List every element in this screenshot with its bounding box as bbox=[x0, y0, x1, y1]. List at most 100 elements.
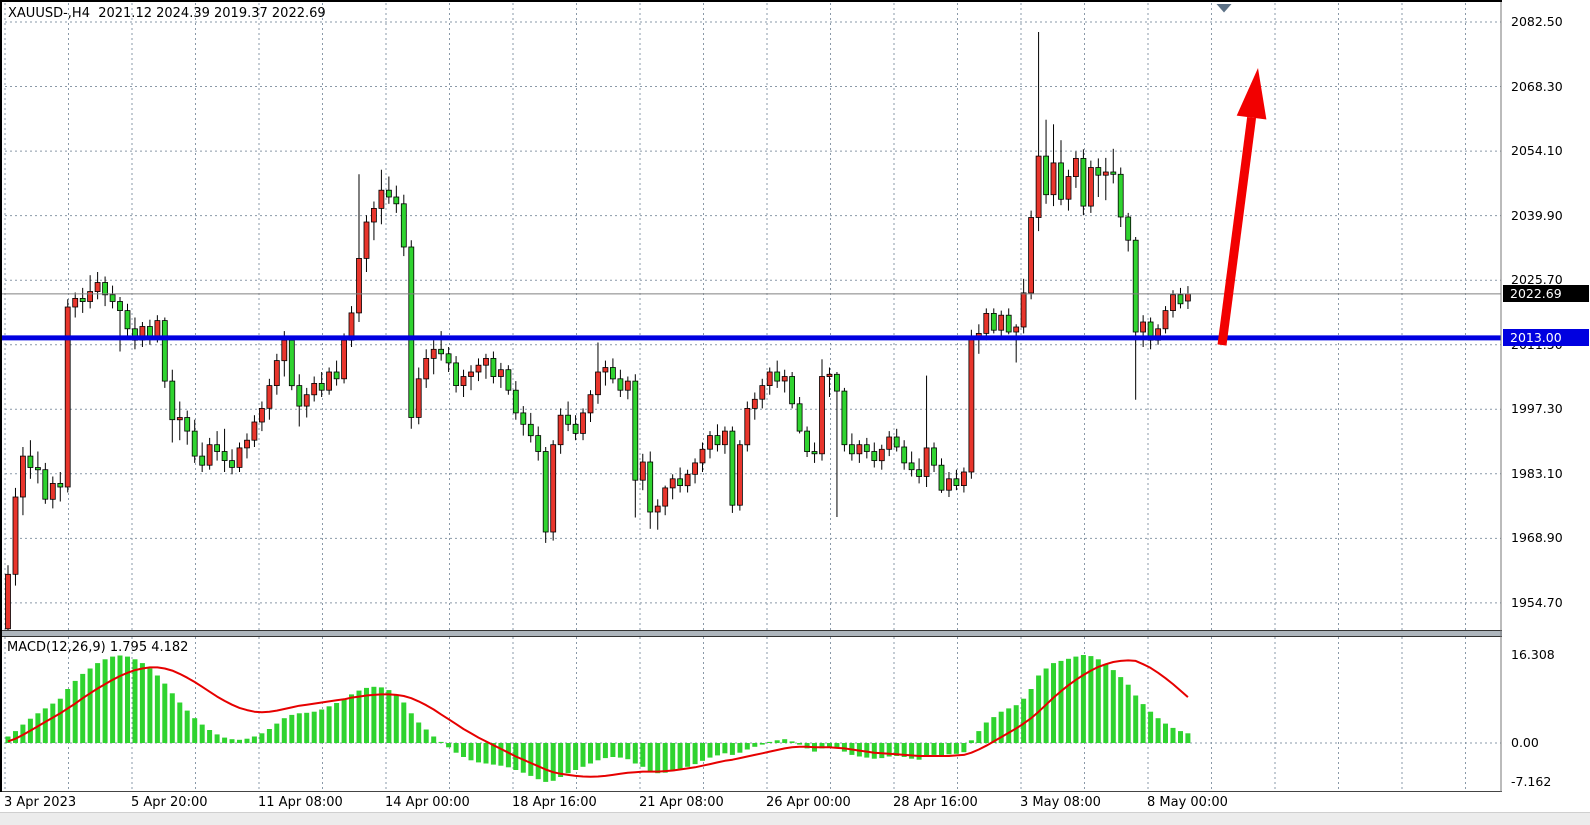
macd-bar bbox=[789, 741, 795, 743]
time-axis[interactable]: 3 Apr 2023 5 Apr 20:00 11 Apr 08:00 14 Apr … bbox=[0, 792, 1502, 812]
macd-bar bbox=[177, 702, 183, 743]
macd-bar bbox=[349, 694, 354, 743]
candle bbox=[393, 185, 400, 213]
candle bbox=[610, 358, 616, 384]
macd-bar bbox=[393, 694, 399, 743]
candle bbox=[699, 442, 706, 472]
macd-indicator-label: MACD(12,26,9) 1.795 4.182 bbox=[7, 640, 188, 655]
candle bbox=[318, 372, 325, 397]
candle bbox=[923, 375, 930, 487]
candle bbox=[408, 240, 415, 429]
candle bbox=[1005, 308, 1012, 335]
macd-bar bbox=[13, 731, 18, 743]
macd-bar bbox=[207, 730, 213, 743]
candle bbox=[12, 487, 19, 586]
candle bbox=[632, 374, 639, 518]
candle bbox=[1110, 148, 1117, 184]
macd-bar bbox=[580, 743, 586, 767]
price-axis[interactable]: 2022.69 2013.00 2082.50 2068.30 2054.10 203… bbox=[1502, 0, 1590, 812]
macd-bar bbox=[498, 743, 504, 766]
macd-bar bbox=[558, 743, 564, 777]
candle bbox=[953, 469, 960, 491]
macd-bar bbox=[744, 743, 750, 750]
macd-bar bbox=[251, 736, 257, 743]
macd-bar bbox=[520, 743, 526, 773]
candle bbox=[460, 369, 467, 397]
time-label: 28 Apr 16:00 bbox=[893, 795, 978, 810]
macd-bar bbox=[1088, 656, 1094, 743]
price-chart-canvas[interactable] bbox=[0, 0, 1502, 812]
price-tick-label: 2039.90 bbox=[1511, 207, 1563, 223]
macd-bar bbox=[378, 687, 384, 743]
time-label: 3 Apr 2023 bbox=[4, 795, 77, 810]
macd-bar bbox=[991, 717, 997, 743]
macd-bar bbox=[1051, 663, 1056, 743]
chart-shift-marker[interactable] bbox=[1216, 4, 1232, 13]
candle bbox=[102, 276, 108, 307]
candle bbox=[834, 372, 840, 517]
candle bbox=[901, 440, 908, 470]
macd-bar bbox=[1163, 723, 1168, 743]
macd-bar bbox=[274, 723, 280, 743]
macd-bar bbox=[535, 743, 541, 780]
candle bbox=[527, 412, 534, 443]
macd-bar bbox=[871, 743, 877, 759]
macd-bar bbox=[132, 659, 138, 743]
candle bbox=[886, 431, 893, 457]
macd-bar bbox=[670, 743, 676, 772]
candle bbox=[759, 378, 766, 409]
macd-bar bbox=[139, 663, 145, 743]
candle bbox=[1050, 124, 1057, 207]
candle bbox=[983, 308, 990, 341]
macd-bar bbox=[1066, 658, 1071, 743]
candle bbox=[1013, 324, 1020, 363]
candle bbox=[692, 458, 698, 484]
candle bbox=[662, 485, 669, 516]
macd-bar bbox=[632, 743, 638, 764]
candle bbox=[430, 340, 437, 375]
macd-bar bbox=[1080, 655, 1086, 743]
candle bbox=[856, 440, 863, 463]
macd-bar bbox=[147, 668, 153, 743]
candle bbox=[124, 303, 131, 336]
macd-tick-label: 0.00 bbox=[1511, 735, 1539, 750]
macd-bar bbox=[169, 693, 175, 743]
candle bbox=[42, 462, 49, 504]
candle bbox=[707, 431, 713, 459]
pane-separator-bar[interactable] bbox=[0, 631, 1502, 636]
candle bbox=[1162, 306, 1169, 334]
macd-bar bbox=[102, 659, 108, 743]
candle bbox=[1125, 212, 1132, 252]
macd-bar bbox=[834, 743, 840, 749]
candle bbox=[94, 272, 101, 300]
macd-bar bbox=[490, 743, 496, 765]
candle bbox=[1073, 151, 1079, 188]
macd-bar bbox=[483, 743, 489, 764]
macd-bar bbox=[65, 689, 71, 743]
candle bbox=[400, 194, 407, 257]
candle bbox=[908, 451, 915, 477]
candle bbox=[445, 347, 452, 372]
macd-bar bbox=[416, 722, 422, 743]
macd-bar bbox=[1140, 704, 1146, 743]
macd-bar bbox=[804, 743, 810, 749]
macd-bar bbox=[894, 743, 900, 756]
candle bbox=[565, 401, 571, 432]
candle bbox=[303, 387, 310, 418]
trend-arrow[interactable] bbox=[1217, 68, 1267, 346]
macd-bar bbox=[931, 743, 937, 755]
candle bbox=[169, 369, 176, 443]
time-label: 18 Apr 16:00 bbox=[512, 795, 597, 810]
candle bbox=[624, 376, 631, 400]
macd-bar bbox=[311, 711, 317, 743]
candle bbox=[1132, 237, 1139, 400]
macd-bar bbox=[184, 710, 190, 743]
price-tick-label: 2068.30 bbox=[1511, 78, 1563, 94]
time-label: 21 Apr 08:00 bbox=[639, 795, 724, 810]
candle bbox=[64, 299, 71, 493]
candle bbox=[176, 401, 183, 441]
candle bbox=[468, 365, 474, 391]
bottom-strip bbox=[0, 812, 1590, 825]
macd-bar bbox=[334, 703, 340, 743]
macd-bar bbox=[767, 741, 773, 743]
